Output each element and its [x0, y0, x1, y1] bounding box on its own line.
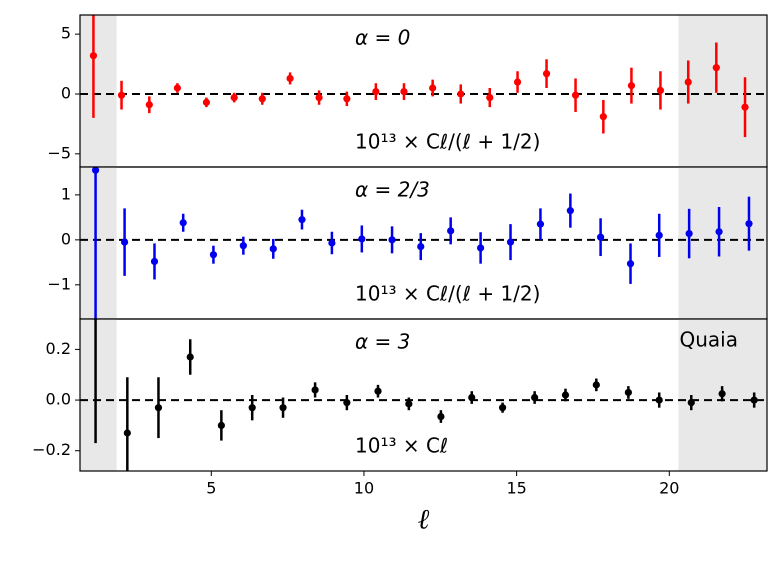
point [123, 429, 131, 437]
point [150, 257, 159, 266]
point [286, 74, 294, 83]
annotation: α = 3 [355, 330, 410, 354]
point [315, 93, 323, 102]
annotation: α = 0 [355, 26, 410, 50]
point [596, 233, 605, 241]
point [89, 52, 98, 60]
point [566, 207, 574, 215]
y-tick-label: 0 [61, 229, 71, 248]
panel [80, 167, 767, 319]
point [343, 399, 351, 407]
point [405, 400, 413, 408]
point [120, 238, 129, 246]
point [173, 84, 182, 92]
point [712, 64, 720, 72]
point [655, 231, 663, 239]
point [476, 244, 485, 252]
point [154, 404, 163, 412]
point [561, 391, 570, 399]
point [217, 421, 225, 429]
point [374, 387, 382, 395]
point [513, 78, 522, 86]
y-tick-label: −1 [47, 274, 71, 293]
y-tick-label: 5 [61, 24, 71, 43]
point [542, 70, 551, 78]
point [531, 393, 539, 402]
point [599, 113, 607, 121]
panel [80, 319, 767, 471]
point [209, 251, 218, 259]
point [626, 260, 635, 268]
x-tick-label: 10 [354, 479, 374, 498]
point [400, 87, 408, 96]
y-tick-label: 0.0 [46, 390, 71, 409]
x-tick-label: 5 [206, 479, 216, 498]
point [437, 412, 445, 421]
point [372, 87, 380, 96]
point [741, 103, 749, 111]
point [592, 381, 600, 389]
shaded-region [80, 15, 117, 167]
point [248, 404, 256, 412]
point [91, 167, 100, 174]
shaded-region [80, 167, 117, 319]
point [117, 91, 126, 99]
y-tick-label: 0 [61, 83, 71, 102]
y-tick-label: 1 [61, 184, 71, 203]
point [506, 238, 515, 246]
point [179, 219, 187, 227]
y-tick-label: 0.2 [46, 339, 71, 358]
point [186, 353, 194, 361]
point [429, 84, 437, 92]
point [239, 242, 247, 250]
shaded-region [80, 319, 117, 471]
point [468, 393, 476, 402]
point [498, 404, 507, 412]
formula: 10¹³ × Cℓ/(ℓ + 1/2) [355, 130, 540, 154]
point [202, 98, 211, 106]
point [745, 220, 753, 228]
shaded-region [678, 15, 767, 167]
formula: 10¹³ × Cℓ [355, 434, 448, 458]
point [750, 396, 758, 404]
point [343, 95, 351, 103]
point [655, 396, 663, 404]
y-tick-label: −5 [47, 143, 71, 162]
point [656, 86, 665, 95]
point [328, 239, 336, 247]
shaded-region [678, 167, 767, 319]
annotation: α = 2/3 [355, 178, 430, 202]
point [298, 216, 306, 224]
point [486, 93, 494, 102]
formula: 10¹³ × Cℓ/(ℓ + 1/2) [355, 282, 540, 306]
point [457, 90, 465, 98]
point [571, 91, 580, 99]
point [715, 228, 723, 236]
point [624, 388, 632, 397]
point [311, 386, 319, 394]
point [536, 220, 545, 228]
point [279, 404, 287, 412]
panel-frame [79, 318, 768, 472]
point [145, 101, 153, 109]
y-tick-label: −0.2 [32, 440, 71, 459]
point [269, 245, 277, 253]
point [627, 82, 636, 90]
point [687, 399, 695, 407]
point [684, 78, 692, 86]
panel [80, 15, 767, 167]
point [358, 235, 366, 243]
point [447, 227, 455, 235]
point [718, 390, 726, 398]
x-tick-label: 15 [506, 479, 526, 498]
point [388, 236, 396, 244]
x-tick-label: 20 [659, 479, 679, 498]
point [685, 229, 693, 238]
x-axis-label: ℓ [418, 503, 430, 536]
point [417, 242, 425, 251]
point [230, 93, 238, 102]
point [258, 95, 266, 103]
dataset-label: Quaia [680, 328, 739, 352]
